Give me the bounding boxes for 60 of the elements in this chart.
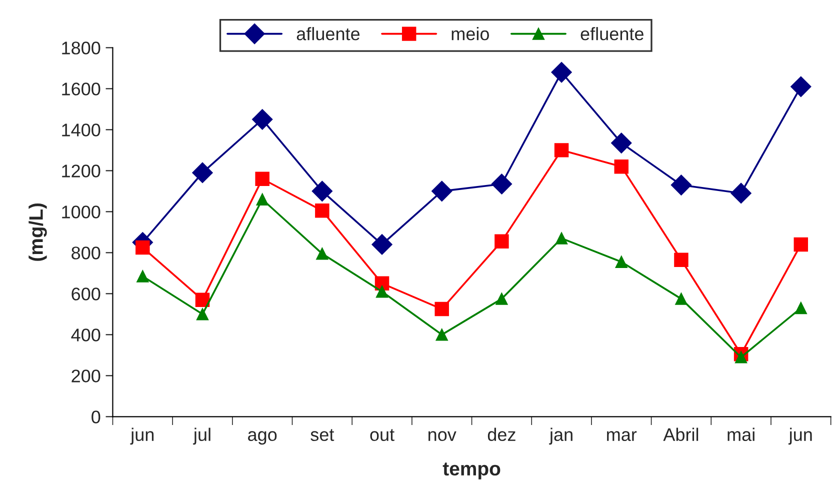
- point: [136, 240, 150, 255]
- point: [555, 232, 568, 244]
- y-tick-label: 1000: [62, 206, 100, 218]
- point: [674, 252, 688, 267]
- legend-label: afluente: [296, 27, 360, 40]
- point: [615, 256, 628, 268]
- point: [494, 234, 509, 249]
- x-axis-title: tempo: [442, 462, 500, 480]
- point: [252, 109, 273, 130]
- y-tick-label: 400: [71, 328, 100, 342]
- point: [312, 180, 333, 202]
- point: [675, 292, 688, 305]
- y-tick-label: 1200: [62, 164, 100, 178]
- legend-label: meio: [452, 27, 489, 40]
- x-tick-label: nov: [428, 431, 456, 442]
- y-tick-label: 0: [92, 410, 100, 424]
- x-tick-label: ago: [248, 431, 277, 445]
- point: [554, 143, 569, 158]
- point: [434, 302, 449, 316]
- x-tick-label: Abril: [663, 428, 698, 442]
- legend-label: efluente: [580, 27, 644, 40]
- point: [255, 172, 270, 186]
- y-axis-title: (mg/L): [28, 203, 47, 261]
- y-tick-label: 1800: [62, 42, 100, 54]
- x-tick-label: mai: [728, 428, 754, 442]
- point: [316, 248, 328, 260]
- point: [496, 292, 508, 305]
- x-tick-label: set: [310, 429, 334, 442]
- point: [136, 270, 149, 282]
- point: [256, 193, 268, 206]
- point: [372, 234, 392, 255]
- y-tick-label: 1400: [62, 124, 100, 136]
- x-tick-label: jan: [549, 428, 572, 445]
- x-tick-label: jun: [130, 428, 154, 445]
- point: [794, 302, 807, 314]
- point: [611, 132, 632, 154]
- point: [315, 204, 330, 218]
- y-tick-label: 800: [72, 246, 100, 260]
- point: [670, 174, 692, 196]
- y-tick-label: 1600: [62, 82, 100, 96]
- point: [192, 162, 213, 184]
- x-tick-label: out: [370, 429, 394, 442]
- y-tick-label: 600: [72, 288, 100, 300]
- point: [195, 292, 210, 307]
- x-tick-label: mar: [607, 431, 637, 442]
- point: [436, 328, 448, 341]
- point: [790, 76, 812, 97]
- x-tick-label: dez: [488, 428, 516, 442]
- x-tick-label: jun: [788, 428, 812, 445]
- point: [551, 62, 572, 83]
- y-tick-label: 200: [72, 370, 100, 382]
- point: [196, 308, 209, 320]
- point: [491, 174, 512, 194]
- x-tick-label: jul: [193, 428, 210, 445]
- point: [376, 286, 388, 298]
- point: [432, 180, 452, 202]
- point: [794, 237, 808, 252]
- point: [734, 351, 748, 364]
- point: [730, 182, 752, 204]
- point: [614, 159, 628, 174]
